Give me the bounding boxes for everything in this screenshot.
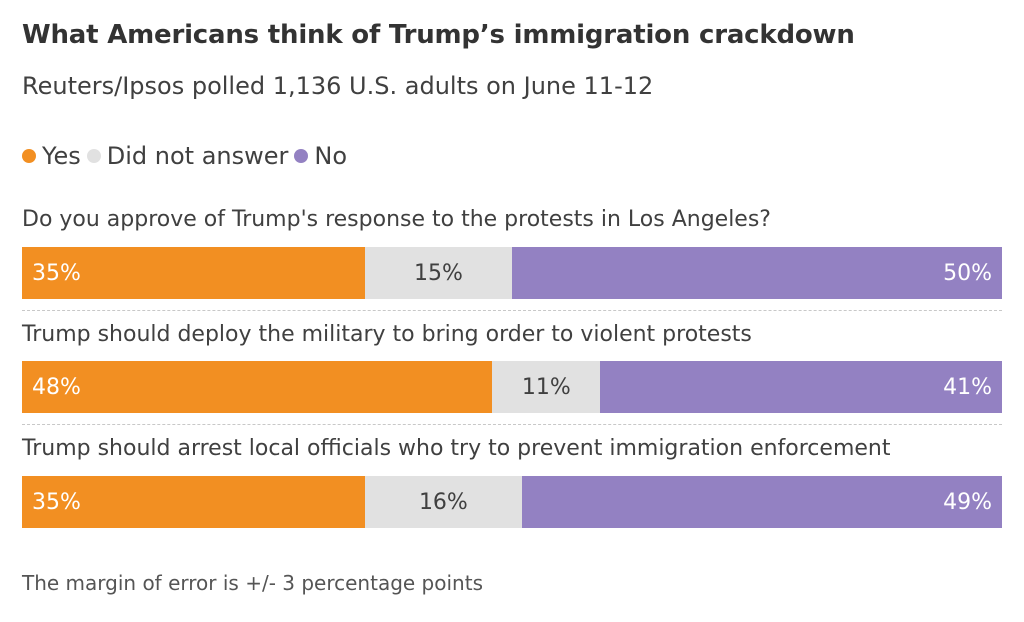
legend-item-did-not-answer: Did not answer <box>86 142 289 170</box>
bar-row: 35% 16% 49% <box>22 476 1002 528</box>
bar-row: 48% 11% 41% <box>22 361 1002 413</box>
question-label: Do you approve of Trump's response to th… <box>22 207 771 232</box>
bar-segment-yes: 35% <box>22 247 365 299</box>
row-divider <box>22 424 1002 425</box>
row-divider <box>22 310 1002 311</box>
question-label: Trump should deploy the military to brin… <box>22 322 752 347</box>
legend-swatch-yes <box>22 149 36 163</box>
chart-subtitle: Reuters/Ipsos polled 1,136 U.S. adults o… <box>22 72 654 100</box>
bar-segment-yes: 48% <box>22 361 493 413</box>
question-label: Trump should arrest local officials who … <box>22 436 891 461</box>
legend-label-yes: Yes <box>42 142 81 170</box>
legend-label-no: No <box>314 142 348 170</box>
bar-segment-did-not-answer: 16% <box>365 476 522 528</box>
bar-row: 35% 15% 50% <box>22 247 1002 299</box>
legend-item-yes: Yes <box>22 142 81 170</box>
legend-swatch-no <box>294 149 309 163</box>
bar-segment-no: 49% <box>521 476 1002 528</box>
chart-title: What Americans think of Trump’s immigrat… <box>22 20 855 50</box>
bar-segment-yes: 35% <box>22 476 365 528</box>
bar-segment-no: 50% <box>512 247 1002 299</box>
bar-segment-did-not-answer: 15% <box>365 247 512 299</box>
legend-item-no: No <box>294 142 347 170</box>
bar-segment-did-not-answer: 11% <box>492 361 601 413</box>
bar-segment-no: 41% <box>600 361 1002 413</box>
margin-of-error-note: The margin of error is +/- 3 percentage … <box>22 571 483 595</box>
legend: Yes Did not answer No <box>22 142 353 170</box>
legend-swatch-did-not-answer <box>86 149 101 163</box>
legend-label-did-not-answer: Did not answer <box>106 142 289 170</box>
